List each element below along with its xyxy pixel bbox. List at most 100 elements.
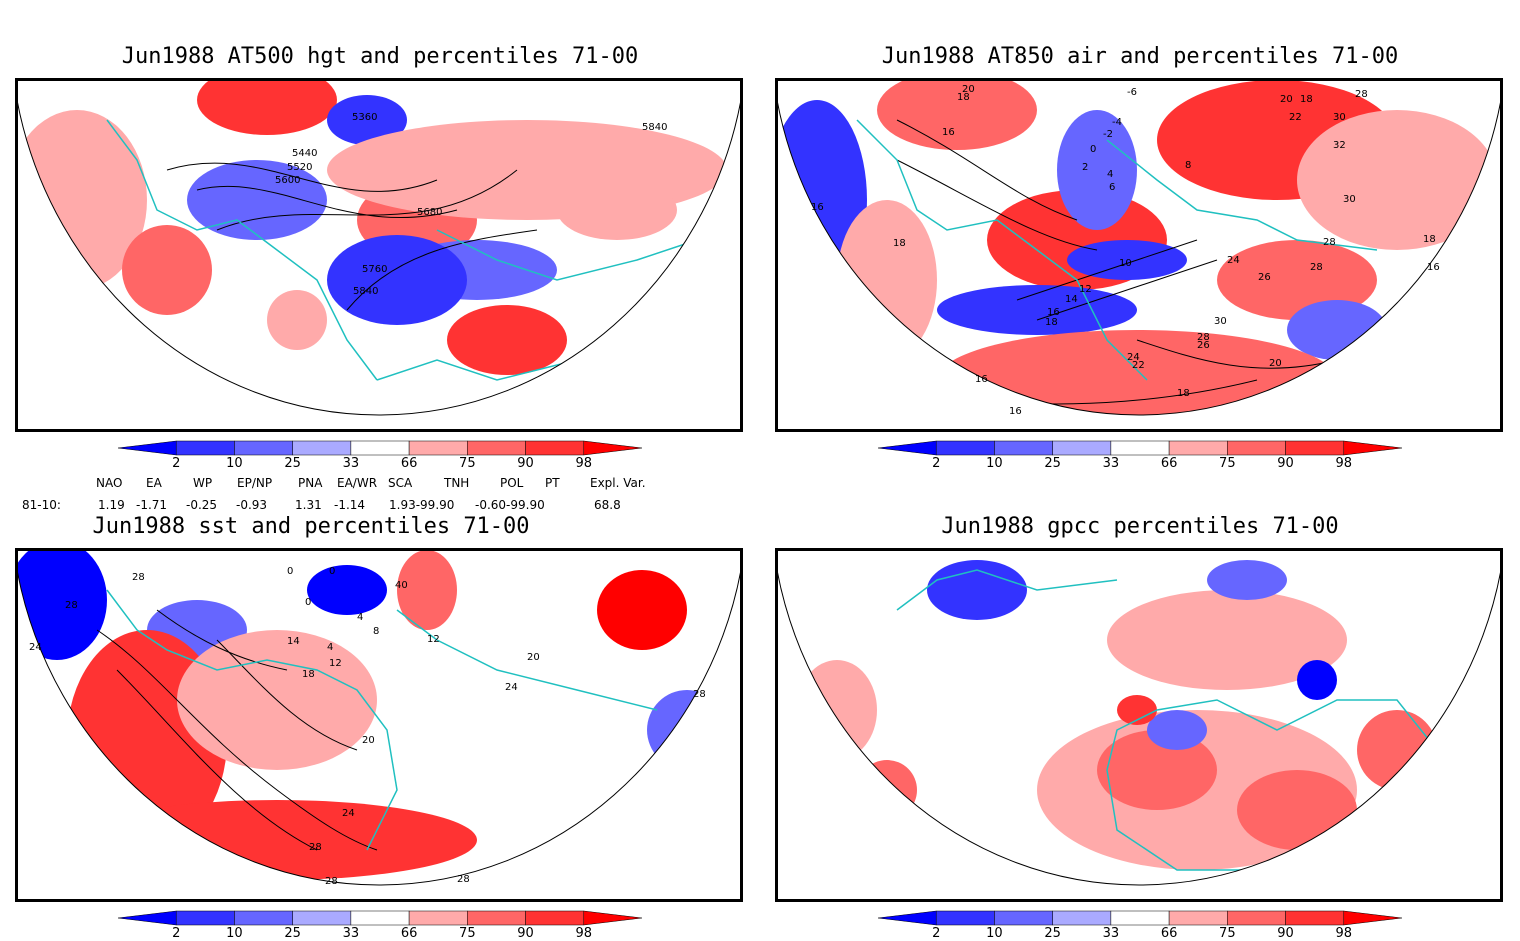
contour-label: 28 xyxy=(1310,262,1323,273)
colorbar-swatch xyxy=(1227,910,1286,926)
colorbar-tick-label: 98 xyxy=(1335,456,1353,471)
colorbar-tick-label: 33 xyxy=(342,926,360,941)
contour-label: 32 xyxy=(1333,140,1346,151)
contour-label: 12 xyxy=(1079,284,1092,295)
colorbar-tick-label: 98 xyxy=(575,456,593,471)
contour-label: 16 xyxy=(811,202,824,213)
contour-label: 30 xyxy=(1214,316,1227,327)
contour-label: 16 xyxy=(975,374,988,385)
index-header: TNH xyxy=(444,476,470,490)
colorbar-swatch xyxy=(118,440,177,456)
colorbar-swatch xyxy=(408,440,468,456)
colorbar-swatch xyxy=(118,910,177,926)
colorbar-tick-label: 10 xyxy=(226,456,243,471)
contour-label: 22 xyxy=(1132,360,1145,371)
colorbar-tick-label: 75 xyxy=(1219,456,1236,471)
contour-label: 28 xyxy=(1323,237,1336,248)
contour-label: 28 xyxy=(457,874,470,885)
index-header: POL xyxy=(500,476,524,490)
index-header: PNA xyxy=(298,476,323,490)
colorbar-swatch xyxy=(1168,910,1228,926)
contour-label: 28 xyxy=(65,600,78,611)
contour-label: 18 xyxy=(957,92,970,103)
contour-label: 0 xyxy=(1090,144,1096,155)
colorbar-air xyxy=(878,440,1403,456)
colorbar-swatch xyxy=(1343,910,1403,926)
colorbar-swatch xyxy=(878,440,937,456)
colorbar-tick-label: 33 xyxy=(342,456,360,471)
colorbar-sst xyxy=(118,910,643,926)
colorbar-tick-label: 10 xyxy=(986,456,1003,471)
contour-label: 18 xyxy=(1423,234,1436,245)
contour-label: 5440 xyxy=(292,148,317,159)
colorbar-swatch xyxy=(1110,910,1170,926)
contour-label: 0 xyxy=(287,566,293,577)
colorbar-tick-label: 10 xyxy=(986,926,1003,941)
contour-label: 20 xyxy=(527,652,540,663)
colorbar-tick-label: 75 xyxy=(1219,926,1236,941)
colorbar-swatch xyxy=(1285,440,1345,456)
colorbar-swatch xyxy=(1052,440,1112,456)
map-panel-air: 20 18 16 16 18 -6 -4 -2 0 2 4 6 8 10 12 … xyxy=(775,78,1503,432)
index-header: NAO xyxy=(96,476,123,490)
colorbar-swatch xyxy=(525,910,585,926)
contour-label: 40 xyxy=(395,580,408,591)
contour-label: 18 xyxy=(302,669,315,680)
panel-title-sst: Jun1988 sst and percentiles 71-00 xyxy=(92,514,530,539)
contour-label: 12 xyxy=(329,658,342,669)
colorbar-tick-label: 66 xyxy=(1160,926,1178,941)
colorbar-swatch xyxy=(1285,910,1345,926)
colorbar-swatch xyxy=(292,440,352,456)
contour-label: 30 xyxy=(1333,112,1346,123)
contour-label: 24 xyxy=(505,682,518,693)
contour-label: 2 xyxy=(1082,162,1088,173)
contour-label: 24 xyxy=(342,808,355,819)
contour-label: 16 xyxy=(942,127,955,138)
contour-label: 10 xyxy=(1119,258,1132,269)
index-value: -0.25 xyxy=(186,498,218,512)
colorbar-tick-label: 2 xyxy=(172,926,181,941)
colorbar-swatch xyxy=(583,440,643,456)
index-header: SCA xyxy=(388,476,413,490)
contour-label: 5520 xyxy=(287,162,312,173)
colorbar-swatch xyxy=(175,910,235,926)
contour-label: 16 xyxy=(1009,406,1022,417)
colorbar-tick-label: 98 xyxy=(575,926,593,941)
colorbar-swatch xyxy=(175,440,235,456)
map-panel-gpcc xyxy=(775,548,1503,902)
colorbar-swatch xyxy=(1227,440,1286,456)
contour-label: 18 xyxy=(1045,317,1058,328)
contour-label: 0 xyxy=(329,566,335,577)
contour-label: 5840 xyxy=(642,122,667,133)
contour-label: 5840 xyxy=(353,286,378,297)
index-header: PT xyxy=(545,476,560,490)
colorbar-tick-label: 25 xyxy=(1044,456,1061,471)
contour-label: 26 xyxy=(1258,272,1271,283)
colorbar-tick-label: 2 xyxy=(932,926,941,941)
index-header: EA/WR xyxy=(337,476,378,490)
index-value: 68.8 xyxy=(594,498,621,512)
colorbar-swatch xyxy=(878,910,937,926)
colorbar-swatch xyxy=(234,440,293,456)
colorbar-tick-label: 75 xyxy=(459,926,476,941)
colorbar-tick-label: 2 xyxy=(932,456,941,471)
colorbar-tick-label: 90 xyxy=(1277,926,1294,941)
contour-label: 28 xyxy=(325,876,338,887)
index-value: -0.93 xyxy=(236,498,268,512)
contour-label: -2 xyxy=(1103,129,1113,140)
index-value: -1.14 xyxy=(334,498,366,512)
contour-label: 28 xyxy=(1355,89,1368,100)
panel-title-air: Jun1988 AT850 air and percentiles 71-00 xyxy=(881,44,1399,69)
colorbar-swatch xyxy=(350,440,410,456)
colorbar-tick-label: 98 xyxy=(1335,926,1353,941)
colorbar-tick-label: 66 xyxy=(400,926,418,941)
colorbar-swatch xyxy=(467,440,526,456)
colorbar-tick-label: 33 xyxy=(1102,926,1120,941)
colorbar-hgt xyxy=(118,440,643,456)
contour-label: 20 xyxy=(1280,94,1293,105)
contour-label: 18 xyxy=(1300,94,1313,105)
contour-label: 12 xyxy=(427,634,440,645)
colorbar-swatch xyxy=(525,440,585,456)
colorbar-swatch xyxy=(408,910,468,926)
contour-label: 18 xyxy=(893,238,906,249)
